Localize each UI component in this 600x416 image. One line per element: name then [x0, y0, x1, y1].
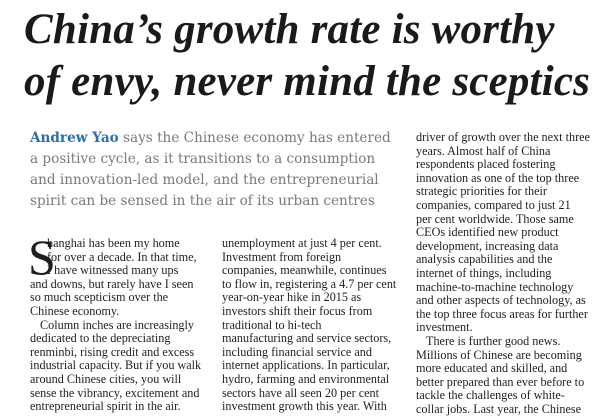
body-line: companies, compared to just 21: [416, 197, 571, 212]
body-line: Column inches are increasingly: [40, 317, 194, 332]
standfirst: Andrew Yao says the Chinese economy has …: [30, 128, 408, 212]
body-line: tackle the challenges of white-: [416, 388, 565, 403]
body-line: to flow in, registering a 4.7 per cent: [222, 276, 397, 291]
body-line: traditional to hi-tech: [222, 317, 322, 332]
body-line: Investment from foreign: [222, 249, 342, 264]
body-line: driver of growth over the next three: [416, 130, 590, 144]
standfirst-line-1-text: says the Chinese economy has entered: [118, 130, 391, 146]
body-line: Chinese economy.: [30, 303, 120, 318]
headline-line-2: of envy, never mind the sceptics: [24, 58, 591, 105]
body-line: dedicated to the depreciating: [30, 331, 171, 346]
drop-cap: S: [28, 229, 56, 285]
body-line: so much scepticism over the: [30, 290, 169, 305]
body-line: Millions of Chinese are becoming: [416, 347, 582, 362]
body-line: entrepreneurial spirit in the air.: [30, 399, 181, 414]
body-line: per cent worldwide. Those same: [416, 211, 574, 226]
body-line: innovation as one of the top three: [416, 170, 580, 185]
standfirst-line-3: and innovation-led model, and the entrep…: [30, 172, 379, 188]
body-line: hydro, farming and environmental: [222, 371, 390, 386]
body-line: including financial service and: [222, 344, 372, 359]
body-line: sectors have all seen 20 per cent: [222, 385, 380, 400]
standfirst-line-2: a positive cycle, as it transitions to a…: [30, 151, 376, 167]
body-line: sense the vibrancy, excitement and: [30, 385, 200, 400]
body-line: investment growth this year. With: [222, 399, 387, 414]
author-name: Andrew Yao: [30, 130, 119, 146]
body-line: I have witnessed many ups: [47, 263, 179, 278]
body-line: companies, meanwhile, continues: [222, 263, 387, 278]
body-column-2: unemployment at just 4 per cent. Investm…: [222, 236, 400, 414]
body-line: machine-to-machine technology: [416, 279, 574, 294]
body-line: internet applications. In particular,: [222, 358, 390, 373]
body-line: strategic priorities for their: [416, 184, 547, 199]
body-line: around Chinese cities, you will: [30, 371, 182, 386]
body-line: analysis capabilities and the: [416, 252, 553, 267]
body-line: and downs, but rarely have I seen: [30, 276, 194, 291]
body-line: more educated and skilled, and: [416, 361, 568, 376]
body-line: collar jobs. Last year, the Chinese: [416, 401, 582, 416]
body-column-1: hanghai has been my home for over a deca…: [30, 236, 210, 414]
body-line: hanghai has been my home: [47, 236, 180, 250]
body-line: development, increasing data: [416, 238, 559, 253]
body-line: industrial capacity. But if you walk: [30, 358, 202, 373]
body-column-3: driver of growth over the next three yea…: [416, 130, 594, 416]
body-line: There is further good news.: [426, 333, 561, 348]
body-line: renminbi, rising credit and excess: [30, 344, 195, 359]
body-line: and other aspects of technology, as: [416, 293, 586, 308]
body-line: year-on-year hike in 2015 as: [222, 290, 362, 305]
body-line: years. Almost half of China: [416, 143, 551, 158]
body-line: better prepared than ever before to: [416, 374, 585, 389]
headline-line-1: China’s growth rate is worthy: [24, 6, 555, 53]
body-line: for over a decade. In that time,: [47, 249, 197, 264]
standfirst-line-4: spirit can be sensed in the air of its u…: [30, 193, 375, 209]
headline: China’s growth rate is worthy of envy, n…: [24, 4, 594, 108]
body-line: manufacturing and service sectors,: [222, 331, 392, 346]
body-line: unemployment at just 4 per cent.: [222, 236, 382, 250]
body-line: respondents placed fostering: [416, 157, 556, 172]
body-line: investment.: [416, 320, 473, 335]
body-line: CEOs identified new product: [416, 225, 559, 240]
body-line: internet of things, including: [416, 265, 552, 280]
standfirst-line-1: Andrew Yao says the Chinese economy has …: [30, 128, 408, 149]
body-line: the top three focus areas for further: [416, 306, 588, 321]
body-line: investors shift their focus from: [222, 303, 373, 318]
